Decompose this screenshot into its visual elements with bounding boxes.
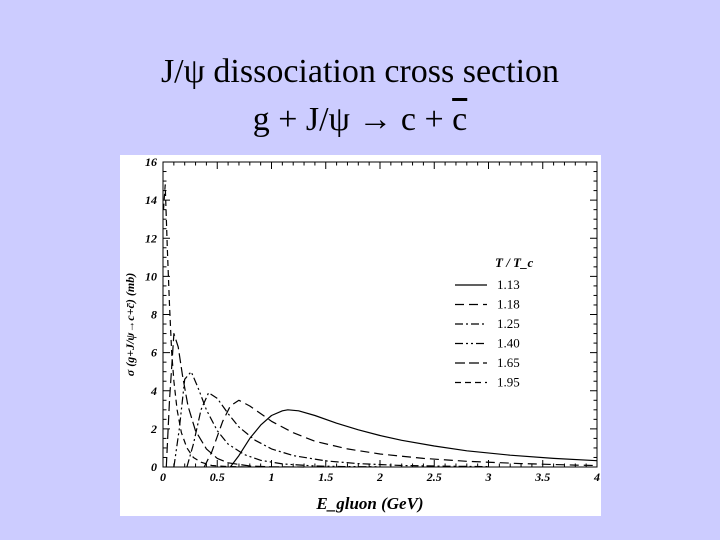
plot-frame	[162, 161, 598, 468]
y-tick-label: 16	[145, 155, 157, 169]
series-line-1-25	[186, 392, 489, 468]
x-tick-label: 0	[160, 470, 166, 484]
y-tick-label: 12	[145, 231, 157, 245]
x-tick-label: 1.5	[318, 470, 333, 484]
series-line-1-18	[203, 399, 598, 468]
series-line-1-40	[173, 371, 381, 468]
x-tick-label: 4	[593, 470, 600, 484]
x-tick-label: 3.5	[534, 470, 550, 484]
y-tick-label: 0	[151, 460, 157, 474]
series-line-1-13	[229, 409, 598, 468]
legend-label: 1.95	[497, 375, 520, 390]
y-tick-label: 6	[151, 346, 157, 360]
legend-label: 1.40	[497, 336, 520, 351]
series-line-1-95	[162, 184, 250, 468]
x-tick-label: 0.5	[210, 470, 225, 484]
x-axis-title: E_gluon (GeV)	[315, 494, 423, 513]
legend-label: 1.25	[497, 316, 520, 331]
legend-label: 1.65	[497, 355, 520, 370]
y-tick-label: 10	[145, 269, 157, 283]
x-tick-label: 1	[269, 470, 275, 484]
y-tick-label: 14	[145, 193, 157, 207]
y-tick-label: 2	[150, 422, 157, 436]
legend-label: 1.13	[497, 277, 520, 292]
slide-subtitle: g + J/ψ → c + c	[0, 100, 720, 140]
x-tick-label: 2.5	[426, 470, 442, 484]
slide-title: J/ψ dissociation cross section	[160, 53, 560, 90]
y-tick-label: 8	[151, 308, 157, 322]
chart-panel: 0 0.5 1 1.5 2 2.5 3 3.5 4 0 2 4 6 8 10 12 14 16 E_gluon (G…	[120, 155, 601, 516]
legend-label: 1.18	[497, 297, 520, 312]
anti-charm-symbol: c	[452, 101, 468, 138]
cross-section-chart: 0 0.5 1 1.5 2 2.5 3 3.5 4 0 2 4 6 8 10 12 14 16 E_gluon (G…	[123, 155, 600, 513]
series-line-1-65	[165, 333, 305, 468]
reaction-prefix: g + J/ψ → c +	[252, 101, 453, 138]
legend-title: T / T_c	[495, 255, 533, 270]
y-axis-title: σ (g+J/ψ→c+c̄) (mb)	[123, 273, 137, 376]
x-tick-label: 3	[485, 470, 492, 484]
x-tick-label: 2	[376, 470, 383, 484]
y-tick-label: 4	[150, 384, 157, 398]
